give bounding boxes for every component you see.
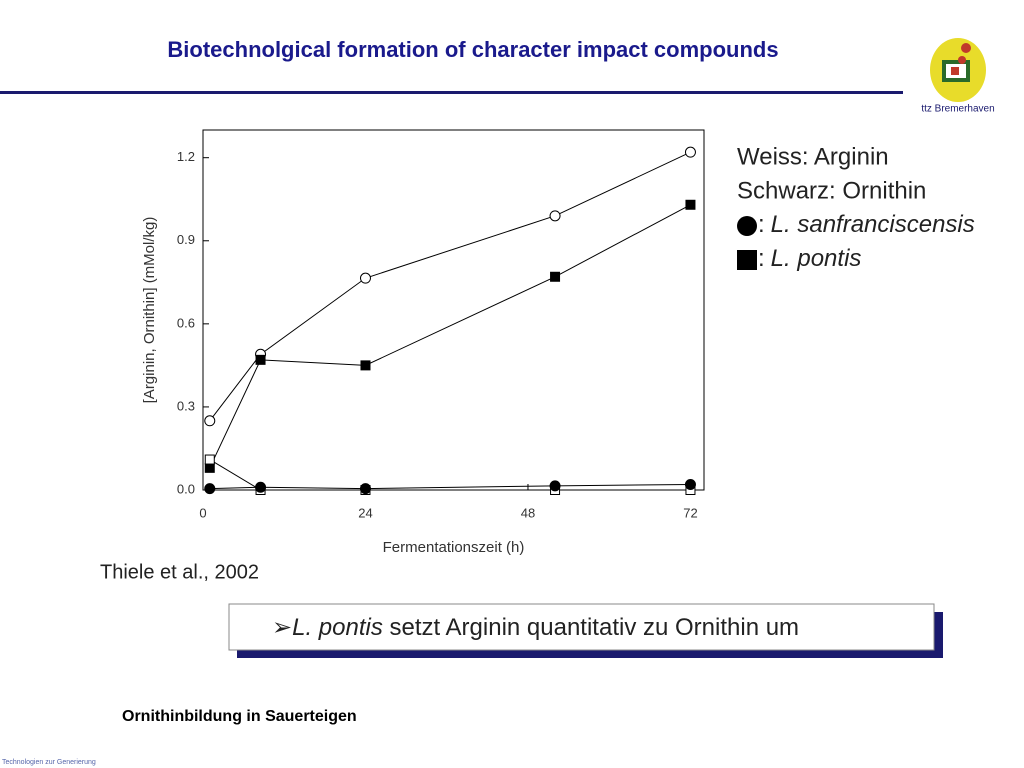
- legend-entry: : L. sanfranciscensis: [758, 211, 975, 238]
- x-tick-label: 48: [521, 505, 535, 520]
- citation: Thiele et al., 2002: [100, 561, 259, 583]
- marker: [359, 272, 371, 284]
- chart: 0.0 0.3 0.6 0.9 1.2 0 24 48 72 Fermentationszeit …: [141, 129, 975, 556]
- y-tick-label: 0.6: [177, 315, 195, 330]
- marker: [204, 454, 215, 465]
- statement-box: [228, 603, 935, 651]
- plot-frame: [202, 129, 705, 491]
- title-rule: [0, 91, 903, 94]
- marker: [360, 360, 371, 371]
- legend-text: Schwarz: Ornithin: [737, 177, 926, 204]
- y-tick-label: 0.3: [177, 398, 195, 413]
- statement-italic: L. pontis: [292, 614, 383, 641]
- series-line: [209, 483, 691, 490]
- slide-title: Biotechnolgical formation of character i…: [167, 37, 778, 62]
- legend-text: Weiss: Arginin: [737, 143, 889, 170]
- legend-species: L. sanfranciscensis: [771, 211, 975, 238]
- y-tick-label: 1.2: [177, 149, 195, 164]
- x-tick-label: 24: [358, 505, 372, 520]
- marker: [684, 478, 696, 490]
- logo-text: ttz Bremerhaven: [921, 104, 994, 115]
- statement-rest: setzt Arginin quantitativ zu Ornithin um: [383, 614, 799, 641]
- marker: [204, 483, 216, 495]
- y-axis-label: [Arginin, Ornithin] (mMol/kg): [141, 217, 158, 404]
- legend-sep: :: [758, 245, 765, 272]
- series-line: [209, 204, 691, 469]
- statement: ➢L. pontis setzt Arginin quantitativ zu …: [272, 614, 799, 641]
- legend-sep: :: [758, 211, 765, 238]
- marker: [204, 415, 216, 427]
- legend-species: L. pontis: [771, 245, 862, 272]
- marker: [359, 483, 371, 495]
- marker: [684, 146, 696, 158]
- legend-symbol: [737, 250, 757, 270]
- x-tick-label: 0: [199, 505, 206, 520]
- x-axis-label: Fermentationszeit (h): [383, 539, 525, 556]
- marker: [549, 480, 561, 492]
- legend-symbol: [737, 216, 757, 236]
- marker: [550, 271, 561, 282]
- marker: [255, 481, 267, 493]
- footer: Technologien zur Generierung: [2, 759, 96, 766]
- caption: Ornithinbildung in Sauerteigen: [122, 708, 357, 725]
- marker: [255, 354, 266, 365]
- marker: [685, 199, 696, 210]
- legend-entry: : L. pontis: [758, 245, 861, 272]
- arrow: ➢: [272, 614, 292, 641]
- marker: [204, 462, 215, 473]
- x-tick-label: 72: [683, 505, 697, 520]
- logo: [930, 38, 986, 102]
- y-tick-label: 0.9: [177, 232, 195, 247]
- y-tick-label: 0.0: [177, 481, 195, 496]
- series-line: [209, 151, 691, 422]
- marker: [549, 210, 561, 222]
